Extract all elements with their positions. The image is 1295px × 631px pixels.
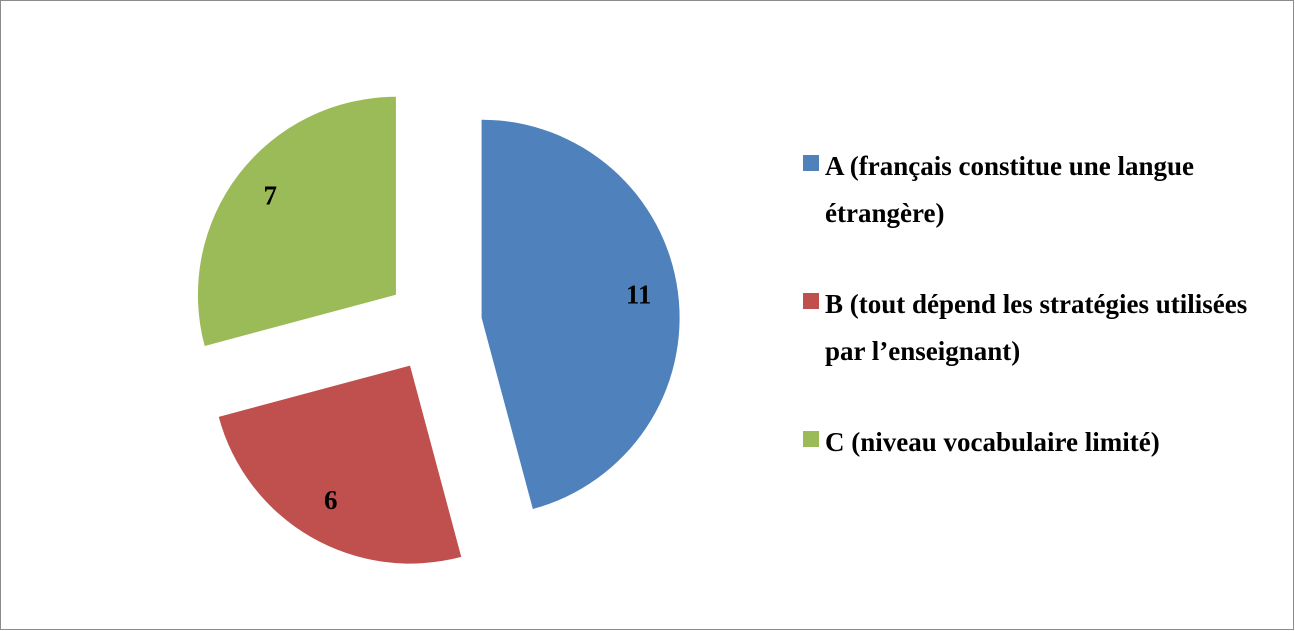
legend-entry: B (tout dépend les stratégies utilisées … <box>803 281 1265 375</box>
legend-swatch <box>803 293 819 309</box>
legend-entry: A (français constitue une langue étrangè… <box>803 143 1265 237</box>
legend-swatch <box>803 431 819 447</box>
legend-label: B (tout dépend les stratégies utilisées … <box>825 289 1261 366</box>
legend-entry: C (niveau vocabulaire limité) <box>803 419 1265 466</box>
legend-swatch <box>803 155 819 171</box>
legend: A (français constitue une langue étrangè… <box>803 143 1265 510</box>
data-label: 6 <box>324 485 338 515</box>
pie-slice <box>481 119 680 509</box>
data-label: 7 <box>264 181 278 211</box>
pie-slice <box>218 365 462 564</box>
pie-slice <box>197 96 396 347</box>
legend-label: C (niveau vocabulaire limité) <box>825 427 1160 457</box>
data-label: 11 <box>626 279 652 309</box>
legend-label: A (français constitue une langue étrangè… <box>825 151 1201 228</box>
